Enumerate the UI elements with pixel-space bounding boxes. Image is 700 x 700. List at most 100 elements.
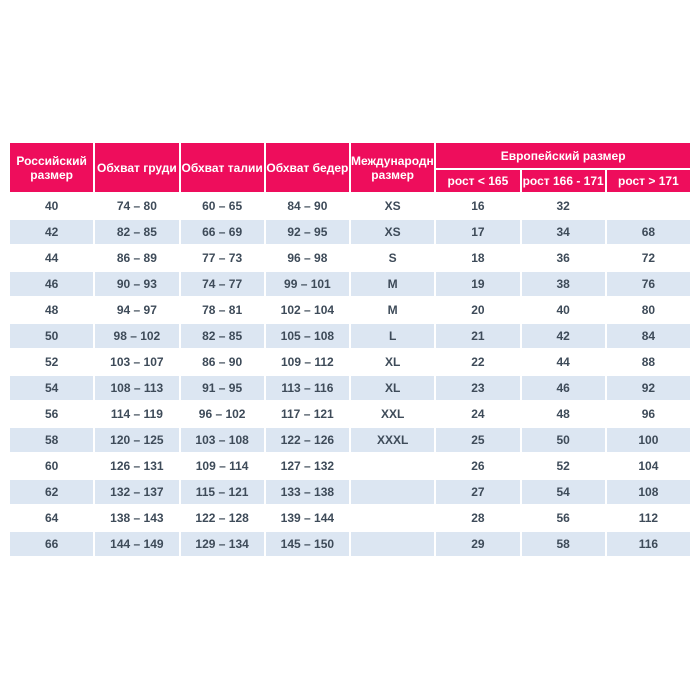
- table-cell: 133 – 138: [263, 478, 352, 506]
- size-chart-table: Российский размер Обхват груди Обхват та…: [7, 141, 693, 558]
- table-cell: M: [348, 270, 437, 298]
- table-row: 42 82 – 85 66 – 69 92 – 95 XS 17 34 68: [7, 218, 693, 246]
- table-cell: 68: [604, 218, 693, 246]
- table-cell: 56: [7, 400, 96, 428]
- table-cell: 62: [7, 478, 96, 506]
- table-cell: 52: [519, 452, 607, 480]
- table-row: 48 94 – 97 78 – 81 102 – 104 M 20 40 80: [7, 296, 693, 324]
- table-cell: 78 – 81: [178, 296, 266, 324]
- table-cell: 86 – 89: [93, 244, 181, 272]
- table-cell: 60 – 65: [178, 192, 266, 220]
- table-cell: 64: [7, 504, 96, 532]
- table-cell: 102 – 104: [263, 296, 352, 324]
- table-cell: 129 – 134: [178, 530, 266, 558]
- table-row: 44 86 – 89 77 – 73 96 – 98 S 18 36 72: [7, 244, 693, 272]
- table-cell: XL: [348, 348, 437, 376]
- table-cell: 58: [7, 426, 96, 454]
- table-cell: 100: [604, 426, 693, 454]
- table-cell: 46: [7, 270, 96, 298]
- table-cell: 99 – 101: [263, 270, 352, 298]
- table-cell: 91 – 95: [178, 374, 266, 402]
- table-cell: 82 – 85: [178, 322, 266, 350]
- table-cell: 77 – 73: [178, 244, 266, 272]
- header-row-sub: рост < 165 рост 166 - 171 рост > 171: [9, 168, 693, 194]
- table-cell: [604, 192, 693, 220]
- header-chest: Обхват груди: [93, 141, 181, 194]
- table-cell: 144 – 149: [93, 530, 181, 558]
- header-height-over-171: рост > 171: [604, 168, 693, 194]
- table-cell: 56: [519, 504, 607, 532]
- table-row: 64 138 – 143 122 – 128 139 – 144 28 56 112: [7, 504, 693, 532]
- table-cell: 32: [519, 192, 607, 220]
- header-height-under-165: рост < 165: [434, 168, 522, 194]
- table-cell: 82 – 85: [93, 218, 181, 246]
- table-cell: 113 – 116: [263, 374, 352, 402]
- table-cell: 94 – 97: [93, 296, 181, 324]
- table-cell: 25: [434, 426, 522, 454]
- table-cell: 40: [7, 192, 96, 220]
- table-cell: 103 – 108: [178, 426, 266, 454]
- table-cell: 92 – 95: [263, 218, 352, 246]
- table-cell: 54: [519, 478, 607, 506]
- table-cell: 28: [434, 504, 522, 532]
- table-cell: XXXL: [348, 426, 437, 454]
- header-row-top: Российский размер Обхват груди Обхват та…: [7, 141, 692, 194]
- table-cell: 96 – 102: [178, 400, 266, 428]
- header-international-size: Международный размер: [348, 141, 437, 194]
- table-cell: 20: [434, 296, 522, 324]
- table-cell: 98 – 102: [93, 322, 181, 350]
- table-cell: 145 – 150: [263, 530, 352, 558]
- table-row: 46 90 – 93 74 – 77 99 – 101 M 19 38 76: [7, 270, 693, 298]
- table-cell: 122 – 128: [178, 504, 266, 532]
- table-cell: 54: [7, 374, 96, 402]
- header-hips: Обхват бедер: [263, 141, 352, 194]
- table-cell: 117 – 121: [263, 400, 352, 428]
- header-height-166-171: рост 166 - 171: [519, 168, 607, 194]
- table-cell: 115 – 121: [178, 478, 266, 506]
- table-cell: 34: [519, 218, 607, 246]
- table-cell: S: [348, 244, 437, 272]
- header-russian-size: Российский размер: [7, 141, 96, 194]
- table-row: 56 114 – 119 96 – 102 117 – 121 XXL 24 48 96: [7, 400, 693, 428]
- table-cell: 122 – 126: [263, 426, 352, 454]
- table-row: 52 103 – 107 86 – 90 109 – 112 XL 22 44 88: [7, 348, 693, 376]
- table-cell: [348, 530, 437, 558]
- table-cell: 120 – 125: [93, 426, 181, 454]
- table-cell: 84 – 90: [263, 192, 352, 220]
- table-cell: 58: [519, 530, 607, 558]
- table-cell: 138 – 143: [93, 504, 181, 532]
- table-cell: 19: [434, 270, 522, 298]
- table-cell: 29: [434, 530, 522, 558]
- size-table-header: Российский размер Обхват груди Обхват та…: [7, 141, 693, 194]
- table-cell: 103 – 107: [93, 348, 181, 376]
- table-cell: 96: [604, 400, 693, 428]
- table-cell: 74 – 80: [93, 192, 181, 220]
- table-cell: 80: [604, 296, 693, 324]
- table-cell: 23: [434, 374, 522, 402]
- table-cell: XS: [348, 192, 437, 220]
- table-row: 50 98 – 102 82 – 85 105 – 108 L 21 42 84: [7, 322, 693, 350]
- table-cell: [348, 452, 437, 480]
- table-cell: 60: [7, 452, 96, 480]
- table-row: 62 132 – 137 115 – 121 133 – 138 27 54 108: [7, 478, 693, 506]
- table-cell: 139 – 144: [263, 504, 352, 532]
- table-cell: 38: [519, 270, 607, 298]
- table-cell: XS: [348, 218, 437, 246]
- table-cell: 86 – 90: [178, 348, 266, 376]
- table-cell: 16: [434, 192, 522, 220]
- table-cell: 84: [604, 322, 693, 350]
- table-cell: 104: [604, 452, 693, 480]
- table-cell: 88: [604, 348, 693, 376]
- table-row: 66 144 – 149 129 – 134 145 – 150 29 58 116: [7, 530, 693, 558]
- table-cell: 17: [434, 218, 522, 246]
- table-cell: 105 – 108: [263, 322, 352, 350]
- table-row: 40 74 – 80 60 – 65 84 – 90 XS 16 32: [7, 192, 693, 220]
- table-cell: 46: [519, 374, 607, 402]
- table-cell: 52: [7, 348, 96, 376]
- table-cell: [348, 478, 437, 506]
- table-cell: 50: [7, 322, 96, 350]
- size-table-body: 40 74 – 80 60 – 65 84 – 90 XS 16 32 42 82 – 85 66…: [7, 192, 693, 558]
- table-row: 60 126 – 131 109 – 114 127 – 132 26 52 104: [7, 452, 693, 480]
- table-cell: 36: [519, 244, 607, 272]
